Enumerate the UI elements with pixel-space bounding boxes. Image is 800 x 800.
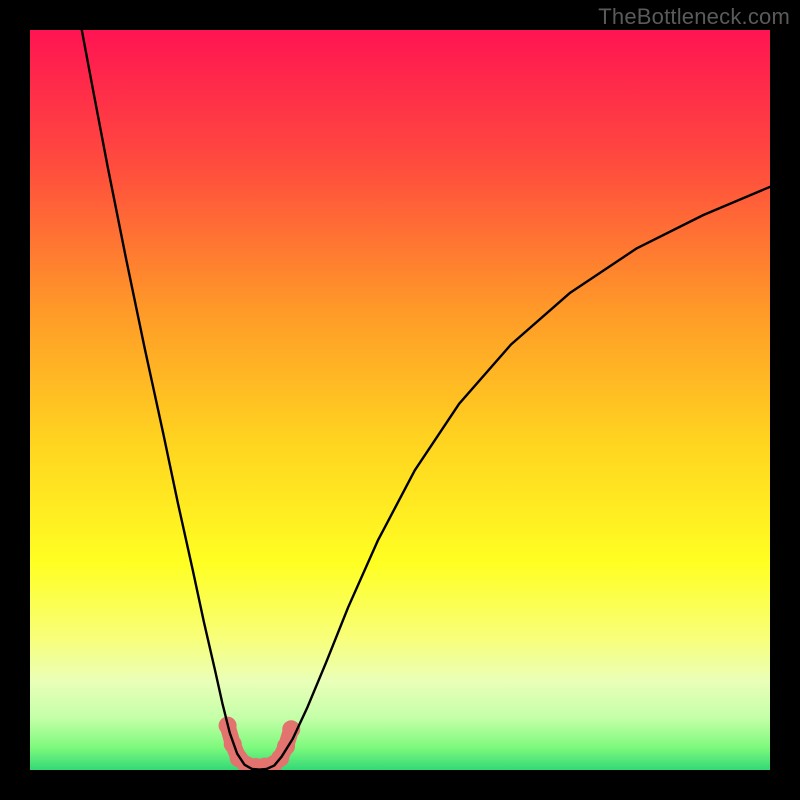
gradient-background bbox=[30, 30, 770, 770]
watermark-text: TheBottleneck.com bbox=[598, 4, 790, 30]
plot-svg bbox=[30, 30, 770, 770]
plot-area bbox=[30, 30, 770, 770]
